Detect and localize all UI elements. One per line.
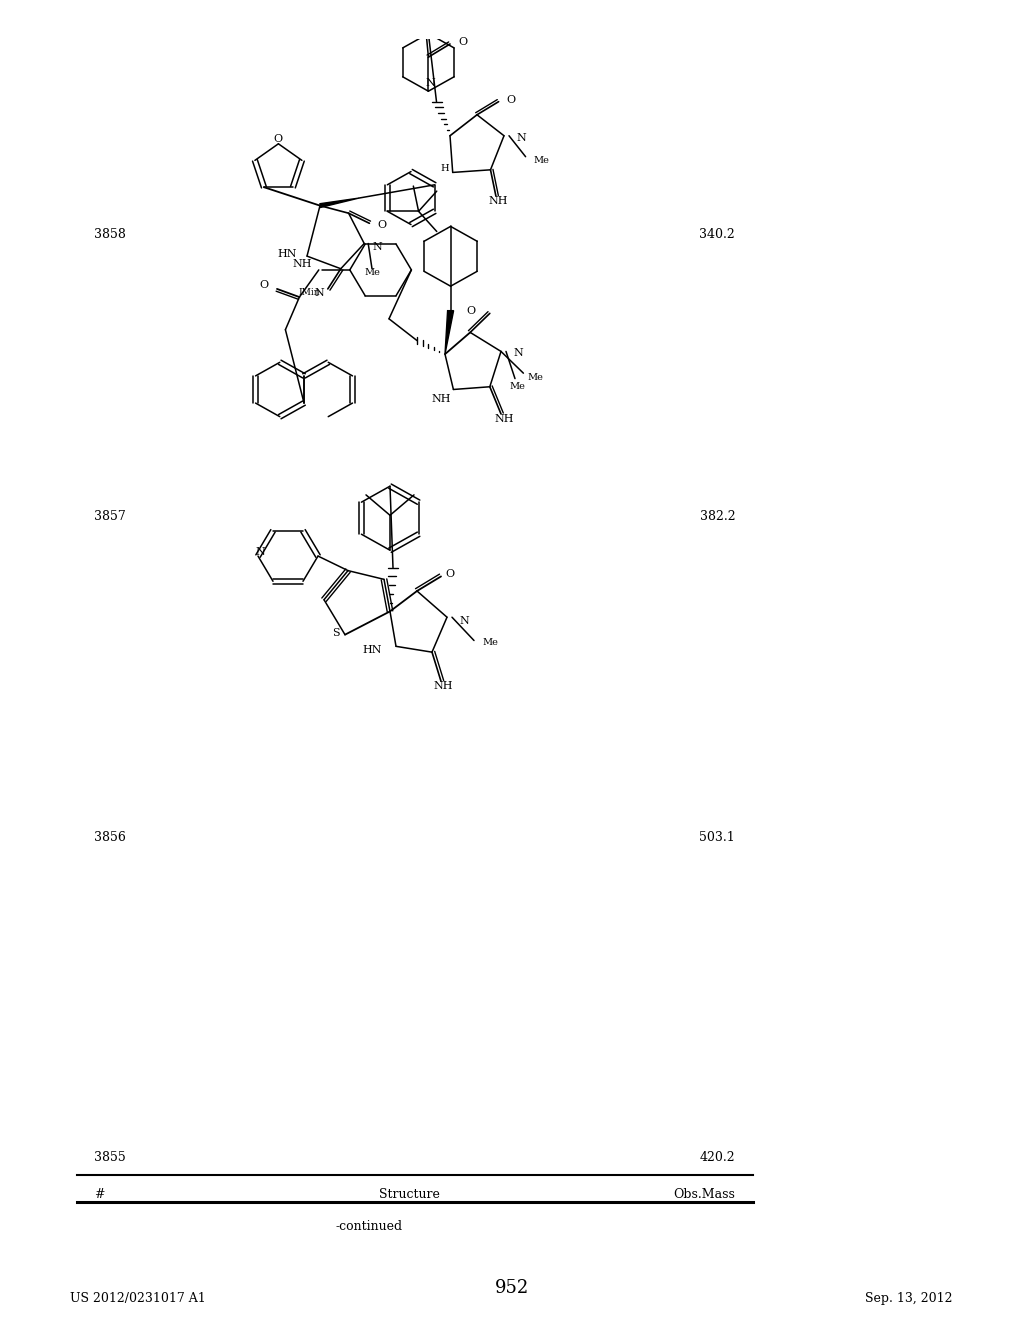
Text: N: N bbox=[255, 548, 265, 557]
Text: Me: Me bbox=[509, 381, 525, 391]
Text: O: O bbox=[378, 220, 386, 230]
Text: #: # bbox=[94, 1188, 104, 1201]
Text: O: O bbox=[259, 280, 268, 290]
Text: Sep. 13, 2012: Sep. 13, 2012 bbox=[865, 1292, 952, 1304]
Text: NH: NH bbox=[495, 413, 514, 424]
Text: O: O bbox=[445, 569, 455, 579]
Text: N: N bbox=[459, 616, 469, 626]
Text: Obs.Mass: Obs.Mass bbox=[674, 1188, 735, 1201]
Text: 3857: 3857 bbox=[94, 511, 126, 523]
Text: N: N bbox=[513, 348, 522, 358]
Text: 503.1: 503.1 bbox=[699, 830, 735, 843]
Text: IMin: IMin bbox=[298, 288, 319, 297]
Text: O: O bbox=[458, 37, 467, 48]
Text: N: N bbox=[516, 133, 525, 143]
Text: Structure: Structure bbox=[379, 1188, 440, 1201]
Text: N: N bbox=[372, 243, 382, 252]
Text: NH: NH bbox=[488, 195, 508, 206]
Polygon shape bbox=[445, 310, 454, 354]
Text: N: N bbox=[426, 78, 435, 88]
Text: 3858: 3858 bbox=[94, 228, 126, 242]
Text: O: O bbox=[507, 95, 516, 104]
Text: US 2012/0231017 A1: US 2012/0231017 A1 bbox=[70, 1292, 206, 1304]
Text: O: O bbox=[467, 306, 476, 317]
Text: Me: Me bbox=[527, 372, 544, 381]
Text: O: O bbox=[273, 135, 283, 144]
Text: 382.2: 382.2 bbox=[699, 511, 735, 523]
Text: HN: HN bbox=[362, 645, 382, 655]
Text: S: S bbox=[332, 628, 340, 638]
Polygon shape bbox=[319, 198, 359, 207]
Text: 3856: 3856 bbox=[94, 830, 126, 843]
Text: 340.2: 340.2 bbox=[699, 228, 735, 242]
Text: NH: NH bbox=[292, 259, 311, 269]
Text: NH: NH bbox=[432, 395, 452, 404]
Text: Me: Me bbox=[365, 268, 380, 277]
Text: 952: 952 bbox=[495, 1279, 529, 1298]
Text: Me: Me bbox=[534, 156, 550, 165]
Text: 3855: 3855 bbox=[94, 1151, 126, 1164]
Text: N: N bbox=[314, 288, 324, 298]
Text: HN: HN bbox=[278, 249, 297, 259]
Text: Me: Me bbox=[482, 638, 498, 647]
Text: 420.2: 420.2 bbox=[699, 1151, 735, 1164]
Text: H: H bbox=[440, 164, 449, 173]
Text: NH: NH bbox=[433, 681, 453, 690]
Text: -continued: -continued bbox=[335, 1220, 402, 1233]
